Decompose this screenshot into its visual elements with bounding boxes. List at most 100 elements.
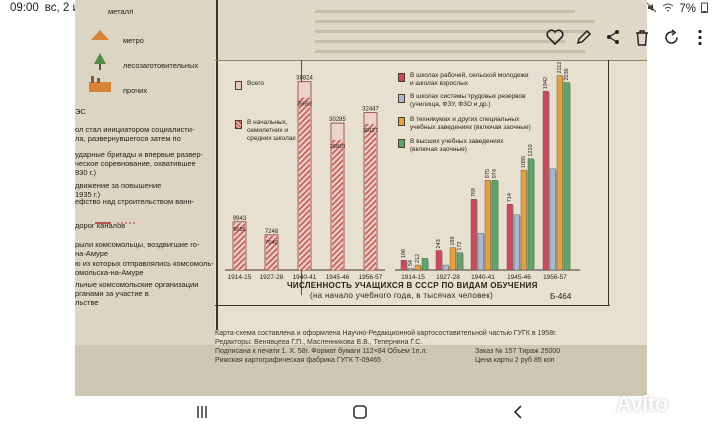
bar-inner-label: 7040 bbox=[265, 240, 277, 246]
bar-side-shade bbox=[441, 251, 443, 270]
legend-swatch bbox=[398, 139, 405, 148]
bar-value-label: 1085 bbox=[521, 156, 527, 168]
bar-side-shade bbox=[512, 205, 514, 270]
legend-swatch bbox=[235, 81, 242, 90]
bar-inner-label: 9656 bbox=[233, 227, 245, 233]
legend-line: ЭС bbox=[75, 107, 86, 116]
legend-line: ударные бригады и впервые развер- bbox=[75, 150, 203, 159]
x-tick-label: 1945-46 bbox=[326, 274, 350, 281]
legend-label: В техникумах и других специальных учебны… bbox=[410, 116, 531, 131]
road-symbol-icon bbox=[95, 222, 135, 224]
bar-side-shade bbox=[569, 83, 571, 271]
bar-side-shade bbox=[562, 76, 564, 270]
legend-swatch bbox=[398, 73, 405, 82]
bar-3 bbox=[484, 180, 491, 271]
bar-3 bbox=[414, 264, 421, 271]
bar-value-label: 975 bbox=[485, 169, 491, 178]
back-button[interactable] bbox=[506, 402, 530, 422]
legend-line: прочих bbox=[123, 86, 148, 95]
footer-line: Рижская картографическая фабрика ГУГК Т-… bbox=[215, 357, 382, 364]
navigation-bar bbox=[0, 396, 720, 429]
x-tick-label: 1940-41 bbox=[471, 274, 495, 281]
bar-inner-label: 35552 bbox=[297, 102, 312, 108]
bar-side-shade bbox=[490, 181, 492, 270]
bar-side-shade bbox=[483, 234, 485, 270]
x-tick-label: 1914-15 bbox=[228, 274, 252, 281]
legend-label: В школах рабочей, сельской молодежи и шк… bbox=[410, 72, 529, 87]
bar-side-shade bbox=[476, 200, 478, 270]
edit-button[interactable] bbox=[574, 27, 594, 47]
rotate-button[interactable] bbox=[661, 27, 681, 47]
legend-line: на-Амуре bbox=[75, 249, 109, 258]
legend-line: движение за повышение bbox=[75, 181, 162, 190]
bar-value-label: 212 bbox=[415, 254, 421, 263]
favorite-button[interactable] bbox=[545, 27, 565, 47]
factory-symbol-icon bbox=[89, 76, 111, 92]
trash-icon bbox=[636, 29, 648, 46]
legend-line: льные комсомольские организации bbox=[75, 280, 199, 289]
bar-4 bbox=[527, 158, 534, 271]
delete-button[interactable] bbox=[632, 27, 652, 47]
x-tick-label: 1914-15 bbox=[401, 274, 425, 281]
rotate-icon bbox=[664, 28, 678, 44]
bar-value-label: 1942 bbox=[543, 77, 549, 89]
legend-line: ческое соревнование, охватившее bbox=[75, 159, 196, 168]
bar-value-label: 974 bbox=[492, 169, 498, 178]
bar-schools bbox=[234, 223, 245, 270]
x-tick-label: 1940-41 bbox=[293, 274, 317, 281]
footer-line: Заказ № 157 Тираж 25000 bbox=[475, 348, 561, 355]
pencil-icon bbox=[576, 29, 592, 45]
bar-value-label: 189 bbox=[450, 236, 456, 245]
back-icon bbox=[513, 405, 522, 419]
metro-symbol-icon bbox=[91, 30, 109, 40]
bar-inner-label: 26810 bbox=[330, 144, 345, 150]
clock: 09:00 bbox=[10, 2, 39, 14]
mute-icon bbox=[646, 2, 657, 16]
bar-schools bbox=[266, 235, 277, 270]
bar-side-shade bbox=[555, 169, 557, 270]
x-tick-label: 1927-28 bbox=[260, 274, 284, 281]
x-tick-label: 1927-28 bbox=[436, 274, 460, 281]
bar-value-label: 7248 bbox=[265, 229, 279, 235]
recent-apps-button[interactable] bbox=[190, 402, 214, 422]
bar-inner-label: 30127 bbox=[363, 128, 378, 134]
wifi-icon bbox=[662, 3, 674, 16]
battery-icon bbox=[701, 2, 708, 16]
legend-line: ю из которых отправлялись комсомоль- bbox=[75, 259, 214, 268]
share-button[interactable] bbox=[603, 27, 623, 47]
bar-4 bbox=[491, 180, 498, 271]
legend-label: В начальных, семилетних и средних школах bbox=[247, 119, 296, 142]
footer-line: Цена карты 2 руб 85 коп bbox=[475, 357, 555, 364]
photo-view[interactable]: металл метро лесозаготовительных прочих … bbox=[75, 0, 647, 396]
bar-side-shade bbox=[497, 181, 499, 270]
bar-1 bbox=[506, 204, 513, 271]
legend-label: Всего bbox=[247, 80, 265, 87]
home-button[interactable] bbox=[348, 402, 372, 422]
bar-side-shade bbox=[526, 171, 528, 270]
legend-label: В высших учебных заведениях (включая зао… bbox=[410, 138, 504, 153]
bar-1 bbox=[435, 250, 442, 271]
chart-caption-title: ЧИСЛЕННОСТЬ УЧАЩИХСЯ В СССР ПО ВИДАМ ОБУ… bbox=[287, 281, 538, 290]
bar-2 bbox=[549, 168, 556, 271]
legend-swatch bbox=[398, 117, 405, 126]
avito-watermark: Avito bbox=[616, 391, 668, 416]
share-icon bbox=[607, 30, 619, 44]
chart-total-students: 9943 9656 1914-15 7248 7040 1927-28 38824 35552… bbox=[225, 76, 385, 281]
x-tick-label: 1956-57 bbox=[359, 274, 383, 281]
legend-line: металл bbox=[108, 7, 134, 16]
footer-line: Карта-схема составлена и оформлена Научн… bbox=[215, 330, 557, 337]
legend-line: ла, развернувшегося затем по bbox=[75, 134, 181, 143]
more-options-button[interactable] bbox=[690, 27, 710, 47]
bar-side-shade bbox=[462, 253, 464, 270]
map-legend-fragment: металл метро лесозаготовительных прочих … bbox=[75, 0, 215, 345]
bar-side-shade bbox=[448, 266, 450, 270]
bar-value-label: 2036 bbox=[564, 68, 570, 80]
legend-line: рыли комсомольцы, воздвигшие го- bbox=[75, 240, 200, 249]
bar-4 bbox=[456, 252, 463, 271]
bar-value-label: 243 bbox=[436, 239, 442, 248]
x-tick-label: 1956-57 bbox=[543, 274, 567, 281]
bar-1 bbox=[470, 198, 477, 271]
bar-2 bbox=[513, 214, 520, 271]
bar-value-label: 106 bbox=[401, 249, 407, 258]
legend-line: метро bbox=[123, 36, 144, 45]
